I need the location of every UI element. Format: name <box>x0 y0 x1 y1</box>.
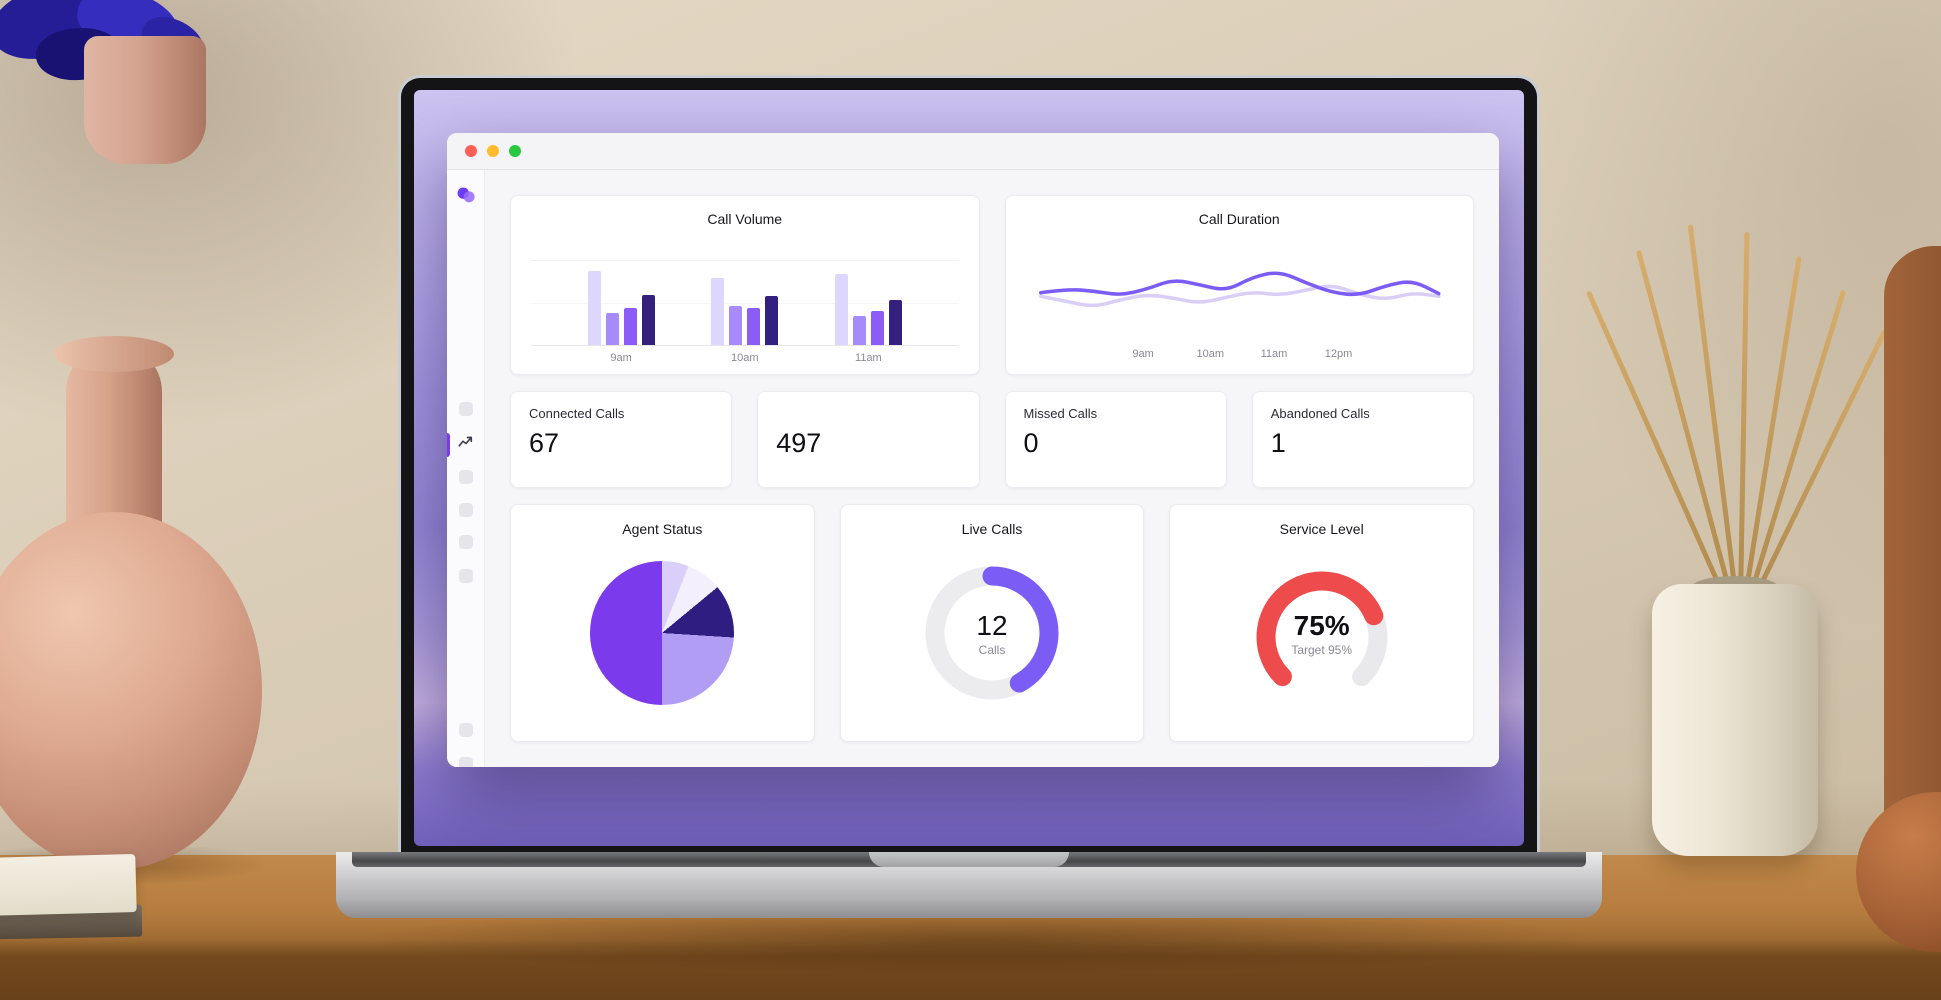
connected-calls-card: Connected Calls 67 <box>510 391 733 488</box>
gauge-svg <box>1256 571 1388 687</box>
line-chart-svg <box>1038 271 1440 308</box>
stat-label <box>776 406 960 421</box>
sidebar-item-5[interactable] <box>458 569 473 583</box>
bar-group <box>711 261 779 345</box>
bar-category-label: 11am <box>855 352 882 364</box>
terracotta-object <box>1884 246 1941 860</box>
gauge-value-arc <box>1256 571 1388 687</box>
stat-label: Abandoned Calls <box>1270 406 1370 421</box>
stat-label: Missed Calls <box>1023 406 1098 421</box>
sidebar-item-4[interactable] <box>458 535 473 549</box>
sidebar <box>447 170 485 767</box>
bar-plot-area <box>531 260 959 346</box>
agent-status-title: Agent Status <box>622 521 703 537</box>
service-level-title: Service Level <box>1279 521 1364 537</box>
service-level-value: 75% <box>1293 609 1350 641</box>
sidebar-item-3[interactable] <box>458 503 473 517</box>
line-x-label: 10am <box>1196 348 1225 360</box>
bar <box>888 299 902 345</box>
sidebar-item-7[interactable] <box>458 757 473 767</box>
bar-group <box>834 261 902 345</box>
stat-value: 1 <box>1270 428 1286 458</box>
call-volume-title: Call Volume <box>707 211 783 227</box>
app-logo-icon <box>455 184 477 206</box>
call-volume-bar-chart: 9am 10am 11am <box>531 227 959 364</box>
close-button[interactable] <box>465 145 477 157</box>
bar-category-label: 10am <box>730 352 759 364</box>
live-calls-title: Live Calls <box>961 521 1023 537</box>
bar <box>623 308 637 345</box>
dashboard-main: Call Volume 9am 10am 11am Call Duration <box>485 170 1499 767</box>
window-titlebar <box>447 133 1499 170</box>
top-charts-row: Call Volume 9am 10am 11am Call Duration <box>510 195 1474 375</box>
stat-value: 67 <box>529 428 560 458</box>
bar <box>834 274 848 345</box>
call-duration-card: Call Duration 9am 10am 11am 12pm <box>1004 195 1474 375</box>
service-level-target: Target 95% <box>1291 642 1353 657</box>
bar <box>747 308 761 345</box>
bar <box>765 296 779 345</box>
stat-value: 497 <box>776 428 822 458</box>
bar-category-label: 9am <box>610 352 632 364</box>
missed-calls-card: Missed Calls 0 <box>1004 391 1227 488</box>
line-x-label: 9am <box>1132 348 1154 360</box>
bar <box>605 313 619 345</box>
diffuser-vase <box>1652 584 1818 856</box>
stat-value: 0 <box>1023 428 1039 458</box>
live-calls-unit: Calls <box>978 642 1006 657</box>
lavender-line <box>1038 284 1440 308</box>
laptop-base <box>336 852 1602 918</box>
stat-label: Connected Calls <box>529 406 625 421</box>
service-level-gauge-chart: 75% Target 95% <box>1246 557 1398 709</box>
app-window: Call Volume 9am 10am 11am Call Duration <box>447 133 1499 767</box>
bar <box>870 311 884 345</box>
large-vase-lip <box>54 336 174 372</box>
desktop-wallpaper: Call Volume 9am 10am 11am Call Duration <box>414 90 1524 846</box>
line-x-axis-labels: 9am 10am 11am 12pm <box>1026 346 1454 364</box>
call-volume-card: Call Volume 9am 10am 11am <box>510 195 980 375</box>
total-calls-card: 497 <box>757 391 980 488</box>
purple-line <box>1038 271 1440 297</box>
bar <box>711 277 725 345</box>
bar-x-axis-labels: 9am 10am 11am <box>531 346 959 364</box>
bar <box>641 294 655 345</box>
bar <box>587 271 601 345</box>
sidebar-item-6[interactable] <box>458 723 473 737</box>
donut-svg <box>925 566 1059 700</box>
bar <box>852 316 866 345</box>
laptop: Call Volume 9am 10am 11am Call Duration <box>336 75 1602 918</box>
donut-value-arc <box>925 566 1059 700</box>
minimize-button[interactable] <box>487 145 499 157</box>
paper-stack <box>0 853 137 917</box>
sidebar-item-1[interactable] <box>458 402 473 416</box>
laptop-screen: Call Volume 9am 10am 11am Call Duration <box>398 75 1540 855</box>
laptop-lid-notch <box>869 852 1069 867</box>
live-calls-value: 12 <box>976 609 1008 641</box>
bottom-charts-row: Agent Status Live Calls <box>510 504 1475 742</box>
call-duration-line-chart <box>1026 235 1454 346</box>
agent-status-card: Agent Status <box>510 504 815 742</box>
bar <box>729 306 743 345</box>
call-duration-title: Call Duration <box>1198 211 1280 227</box>
service-level-card: Service Level 75% Target 95% <box>1169 504 1475 742</box>
zoom-button[interactable] <box>509 145 521 157</box>
stats-row: Connected Calls 67 497 Missed Calls 0 <box>510 391 1474 488</box>
live-calls-donut-chart: 12 Calls <box>916 557 1068 709</box>
abandoned-calls-card: Abandoned Calls 1 <box>1251 391 1474 488</box>
line-x-label: 11am <box>1260 348 1288 360</box>
bar-group <box>587 261 655 345</box>
trending-up-icon <box>457 436 472 447</box>
live-calls-card: Live Calls 12 Calls <box>839 504 1145 742</box>
line-x-label: 12pm <box>1324 348 1353 360</box>
sidebar-item-analytics[interactable] <box>457 433 475 451</box>
large-vase-body <box>0 512 262 870</box>
small-flower-vase <box>84 36 206 164</box>
agent-status-pie-chart <box>590 561 735 705</box>
sidebar-item-2[interactable] <box>458 470 473 484</box>
wall-shadow <box>1521 0 1941 640</box>
sidebar-active-indicator <box>447 433 450 457</box>
